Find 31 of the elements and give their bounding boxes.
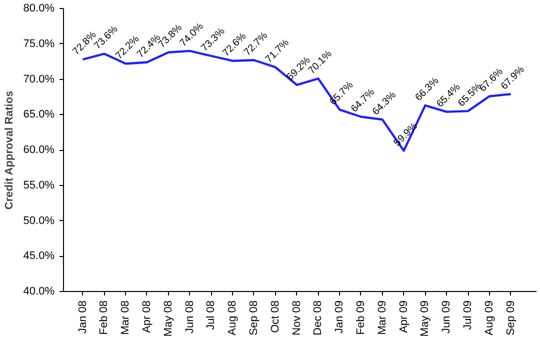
x-tick-label: Jan 08 [76, 300, 89, 334]
y-axis-title: Credit Approval Ratios [3, 90, 16, 210]
y-tick-label: 45.0% [23, 250, 55, 262]
y-tick-label: 65.0% [23, 108, 55, 121]
y-tick-label: 60.0% [23, 144, 55, 156]
x-tick-label: Oct 08 [269, 300, 282, 333]
y-tick-label: 50.0% [23, 214, 55, 227]
x-tick-label: Sep 09 [504, 300, 517, 336]
y-tick-label: 70.0% [23, 73, 55, 86]
x-tick-label: Mar 08 [120, 300, 132, 335]
y-tick-label: 80.0% [23, 2, 55, 14]
x-tick-label: Aug 08 [226, 300, 239, 336]
x-tick-label: Nov 08 [290, 300, 303, 336]
x-tick-label: Apr 09 [398, 300, 410, 333]
y-tick-label: 55.0% [23, 179, 55, 192]
x-tick-label: Feb 08 [98, 300, 110, 335]
x-tick-label: Aug 09 [483, 300, 496, 336]
x-tick-label: Jun 08 [184, 300, 196, 334]
x-tick-label: May 08 [162, 300, 174, 337]
x-tick-label: Jul 09 [462, 300, 474, 330]
y-tick-label: 75.0% [23, 38, 55, 50]
x-tick-label: Apr 08 [140, 300, 153, 333]
x-tick-label: Jun 09 [440, 300, 453, 334]
x-tick-label: Mar 09 [376, 300, 388, 335]
x-tick-label: May 09 [419, 300, 432, 337]
y-tick-label: 40.0% [23, 286, 55, 298]
x-tick-label: Jul 08 [205, 300, 218, 330]
x-tick-label: Feb 09 [355, 300, 367, 335]
x-tick-label: Dec 08 [312, 300, 324, 336]
x-tick-label: Jan 09 [334, 300, 346, 334]
x-tick-label: Sep 08 [248, 300, 260, 336]
